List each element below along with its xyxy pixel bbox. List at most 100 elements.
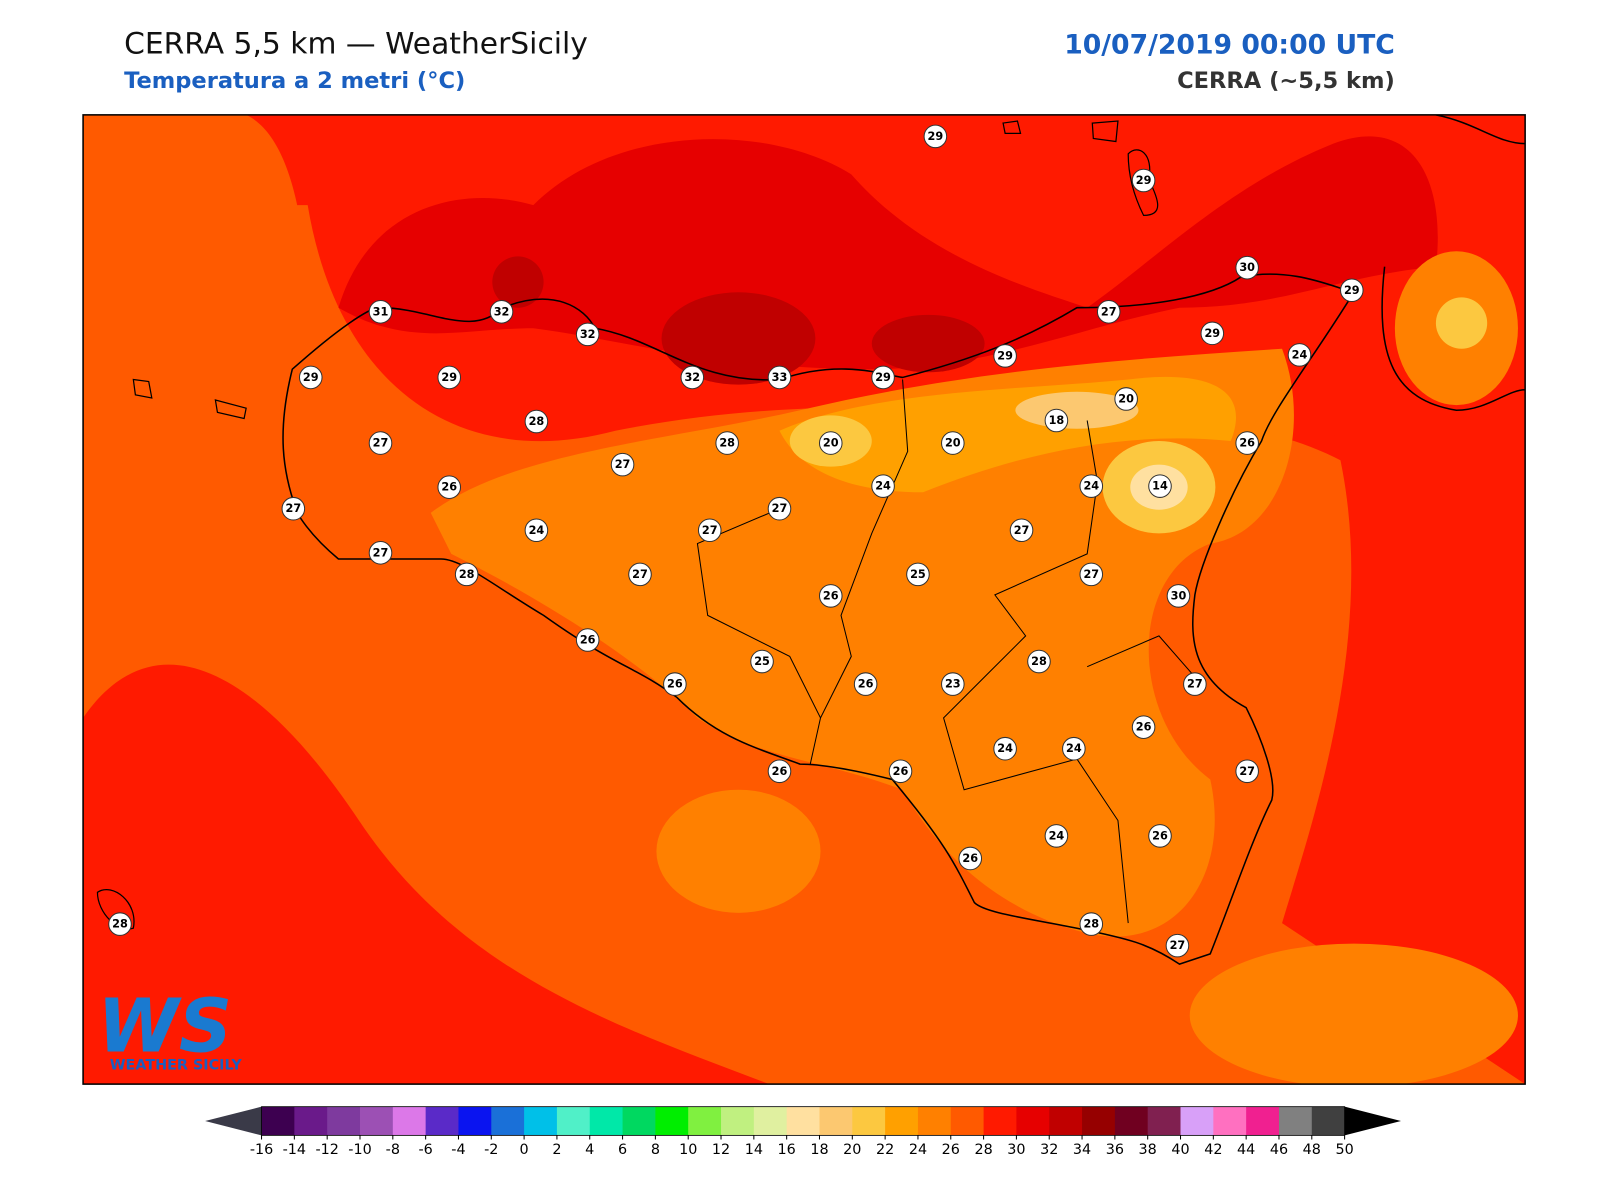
station-marker: [923, 124, 948, 149]
colorbar-tick-label: 24: [909, 1142, 927, 1158]
colorbar-tick-label: 2: [552, 1142, 561, 1158]
colorbar-segment: [261, 1106, 295, 1136]
colorbar-tick-label: 40: [1171, 1142, 1189, 1158]
station-marker: [575, 628, 600, 652]
colorbar-segment: [753, 1106, 788, 1136]
station-value: 23: [945, 678, 961, 691]
station-value: 27: [702, 524, 718, 537]
station-marker: [1165, 933, 1190, 958]
station-marker: [1339, 278, 1364, 303]
colorbar-segment: [1114, 1106, 1149, 1136]
colorbar-segment: [1213, 1106, 1247, 1136]
station-marker: [1131, 168, 1156, 193]
station-value: 29: [1136, 174, 1152, 187]
station-value: 26: [858, 678, 874, 691]
colorbar-segment: [360, 1106, 394, 1136]
station-marker: [368, 541, 393, 565]
station-marker: [1079, 912, 1104, 936]
station-marker: [767, 365, 792, 390]
station-marker: [941, 672, 965, 696]
station-value: 29: [1204, 327, 1220, 340]
colorbar-tick-label: 50: [1335, 1142, 1353, 1158]
station-value: 27: [285, 502, 301, 515]
station-value: 24: [1066, 742, 1082, 755]
colorbar-segment: [589, 1106, 624, 1136]
station-value: 27: [1239, 765, 1255, 778]
colorbar-tick-label: 38: [1139, 1142, 1157, 1158]
colorbar-tick-label: -8: [386, 1142, 400, 1158]
station-value: 26: [823, 589, 839, 602]
station-value: 33: [772, 371, 788, 384]
station-value: 28: [719, 437, 735, 450]
station-marker: [1183, 672, 1207, 696]
station-value: 29: [928, 130, 944, 143]
station-value: 20: [1118, 392, 1134, 405]
station-value: 25: [754, 655, 770, 668]
colorbar-tick-label: 28: [974, 1142, 992, 1158]
colorbar-segment: [655, 1106, 689, 1136]
colorbar-tick-label: 46: [1270, 1142, 1288, 1158]
station-marker: [1235, 255, 1259, 280]
station-value: 29: [303, 371, 319, 384]
station-marker: [1027, 649, 1051, 674]
station-value: 26: [962, 852, 978, 865]
colorbar-segment: [1246, 1106, 1280, 1136]
colorbar-segment: [622, 1106, 656, 1136]
station-value: 20: [823, 437, 839, 450]
colorbar-tick-label: -4: [451, 1142, 465, 1158]
colorbar-tick-label: -12: [315, 1142, 338, 1158]
colorbar-segment: [556, 1106, 591, 1136]
station-value: 28: [529, 415, 545, 428]
station-marker: [750, 649, 774, 674]
station-marker: [1062, 736, 1086, 761]
colorbar-tick-label: 10: [679, 1142, 697, 1158]
station-value: 28: [459, 568, 475, 581]
station-marker: [993, 736, 1017, 761]
colorbar-segment: [852, 1106, 886, 1136]
colorbar-tick-label: 12: [712, 1142, 730, 1158]
logo-text: WEATHER SICILY: [110, 1058, 243, 1074]
colorbar-segment: [983, 1106, 1017, 1136]
station-marker: [871, 365, 895, 390]
station-marker: [437, 365, 462, 390]
station-marker: [715, 431, 739, 455]
station-marker: [906, 562, 930, 587]
colorbar-segment: [392, 1106, 427, 1136]
station-marker: [1044, 408, 1069, 433]
colorbar-over: [1344, 1106, 1402, 1136]
station-marker: [1235, 759, 1259, 784]
station-value: 20: [945, 437, 961, 450]
colorbar-tick-label: 32: [1040, 1142, 1058, 1158]
station-value: 24: [529, 524, 545, 537]
colorbar-under: [205, 1106, 262, 1136]
station-value: 24: [1049, 829, 1065, 842]
colorbar-segment: [1311, 1106, 1346, 1136]
colorbar-segment: [327, 1106, 361, 1136]
station-marker: [1131, 715, 1156, 739]
station-value: 28: [1083, 918, 1099, 931]
station-marker: [368, 431, 393, 455]
colorbar-tick-label: 26: [942, 1142, 960, 1158]
colorbar: -16 -14 -12 -10 -8 -6 -4 -2 0 2 4 6 8 10 12 14 16 18 20 22 2…: [205, 1106, 1402, 1158]
colorbar-segment: [1278, 1106, 1313, 1136]
station-value: 32: [684, 371, 700, 384]
station-marker: [1044, 824, 1069, 848]
colorbar-segment: [294, 1106, 328, 1136]
station-marker: [610, 452, 635, 477]
station-value: 18: [1049, 414, 1065, 427]
colorbar-segment: [885, 1106, 919, 1136]
station-marker: [680, 365, 705, 390]
colorbar-tick-label: 4: [585, 1142, 594, 1158]
colorbar-segment: [917, 1106, 952, 1136]
station-marker: [524, 518, 549, 543]
station-marker: [1079, 562, 1104, 587]
station-marker: [524, 409, 549, 434]
colorbar-tick-label: 18: [810, 1142, 828, 1158]
colorbar-tick-label: 42: [1204, 1142, 1222, 1158]
colorbar-tick-label: 48: [1303, 1142, 1321, 1158]
station-value: 30: [1171, 589, 1187, 602]
station-marker: [281, 496, 306, 521]
station-value: 24: [997, 742, 1013, 755]
station-marker: [628, 562, 652, 587]
station-value: 14: [1152, 480, 1168, 493]
